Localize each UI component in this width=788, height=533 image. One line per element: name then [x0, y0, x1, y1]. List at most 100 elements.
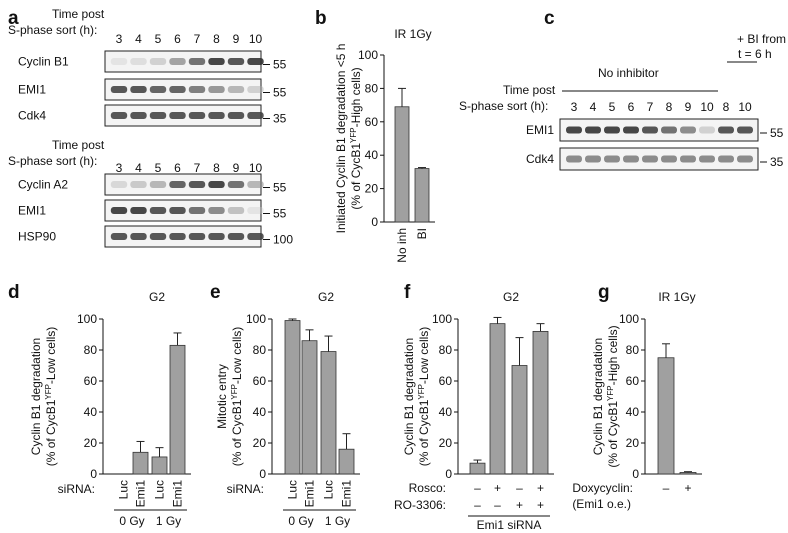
band [169, 207, 186, 214]
y-axis-label-2-post: -High cells) [349, 67, 363, 127]
panel-label-b: b [315, 8, 327, 29]
bar [469, 462, 486, 475]
band [130, 86, 147, 93]
band [247, 207, 264, 214]
band [585, 155, 601, 163]
band [188, 86, 206, 93]
bar [679, 472, 697, 475]
y-axis-label-2-pre: (% of CycB1 [606, 401, 620, 468]
band [680, 126, 696, 134]
treatment-sign: + [684, 481, 691, 495]
band [699, 155, 715, 163]
panel-label-d: d [8, 282, 20, 303]
lane-label: 5 [155, 32, 162, 46]
panel-label-e: e [210, 282, 221, 303]
bar [284, 320, 301, 475]
band [208, 112, 225, 119]
y-axis-label-2-post: -Low cells) [44, 327, 58, 384]
band [566, 155, 582, 163]
blot2-rows: Cyclin A2 55 EMI1 55 HSP90 100 [18, 173, 293, 248]
band [566, 126, 582, 134]
y-tick-label: 80 [253, 343, 267, 357]
y-tick-label: 40 [84, 405, 98, 419]
band [208, 181, 225, 188]
x-category-label: Luc [117, 480, 131, 499]
band [188, 207, 206, 214]
blot-strip [559, 147, 759, 171]
blot-row: Cdk4 35 [18, 104, 287, 127]
band [227, 86, 245, 93]
panel-c-blot: Time post S-phase sort (h): No inhibitor… [459, 32, 786, 171]
band [149, 233, 167, 240]
mw-marker: 55 [273, 181, 287, 195]
lane-label: 10 [249, 32, 263, 46]
band [247, 112, 264, 119]
y-tick-label: 80 [365, 81, 379, 95]
lane-label: 3 [116, 161, 123, 175]
x-category-label: Emi1 [134, 480, 148, 508]
chart-title: G2 [149, 290, 165, 304]
y-tick-label: 80 [439, 343, 453, 357]
band [149, 181, 167, 188]
blot2-header-line2: S-phase sort (h): [8, 154, 97, 168]
protein-name: Cyclin B1 [18, 55, 69, 69]
y-tick-label: 0 [445, 467, 452, 481]
y-tick-label: 20 [626, 436, 640, 450]
band [718, 126, 734, 134]
lane-label: 3 [116, 32, 123, 46]
band [642, 126, 658, 134]
x-category-label: BI [415, 228, 429, 239]
panel-label-a: a [8, 8, 19, 29]
y-axis-label-2-sup: YFP [349, 127, 358, 143]
band [604, 155, 620, 163]
band [188, 181, 206, 188]
blot1-rows: Cyclin B1 55 EMI1 55 Cdk4 35 [18, 50, 287, 127]
bar [532, 330, 549, 475]
lane-label: 5 [155, 161, 162, 175]
mw-marker: 55 [273, 86, 287, 100]
y-axis-label: Cyclin B1 degradation [591, 338, 605, 455]
row-label: Doxycyclin: [572, 481, 633, 495]
band [604, 126, 620, 134]
band [130, 181, 147, 188]
x-category-label: Emi1 [303, 480, 317, 508]
group-label: 0 Gy [288, 514, 313, 528]
y-tick-label: 40 [365, 148, 379, 162]
y-axis-label-2: (% of CycB1YFP-Low cells) [44, 327, 59, 467]
band [680, 155, 696, 163]
lane-label: 10 [249, 161, 263, 175]
band [110, 112, 128, 119]
bar-chart-e: G2 0 20 40 60 80 100 Mitotic entry(% of CycB1YF… [215, 290, 360, 528]
bar [301, 340, 318, 475]
y-axis-label-2-sup: YFP [606, 385, 615, 401]
y-tick-label: 40 [626, 405, 640, 419]
y-tick-label: 100 [358, 48, 378, 62]
mw-marker: 35 [770, 155, 784, 169]
treatment-sign: + [537, 498, 544, 512]
panel-label-g: g [598, 282, 610, 303]
lane-label: 10 [700, 100, 714, 114]
bar [132, 451, 149, 475]
y-tick-label: 100 [432, 312, 452, 326]
y-axis-label-2: (% of CycB1YFP-Low cells) [417, 327, 432, 467]
group-label: 1 Gy [325, 514, 350, 528]
treatment-sign: – [516, 481, 523, 495]
group-label: 1 Gy [156, 514, 181, 528]
lane-label: 4 [135, 32, 142, 46]
x-category-label: No inh [395, 228, 409, 263]
y-axis-label-2-sup: YFP [417, 384, 426, 400]
y-tick-label: 20 [365, 182, 379, 196]
band [110, 233, 128, 240]
band [169, 233, 186, 240]
y-axis-label-2: (% of CycB1YFP-High cells) [349, 67, 364, 209]
row-label: siRNA: [58, 482, 95, 496]
mw-marker: 100 [273, 233, 293, 247]
band [227, 181, 245, 188]
y-tick-label: 100 [246, 312, 266, 326]
y-axis-label-2-pre: (% of CycB1 [417, 399, 431, 466]
band [737, 155, 753, 163]
lane-label: 9 [233, 32, 240, 46]
y-axis-label-2-sup: YFP [44, 384, 53, 400]
